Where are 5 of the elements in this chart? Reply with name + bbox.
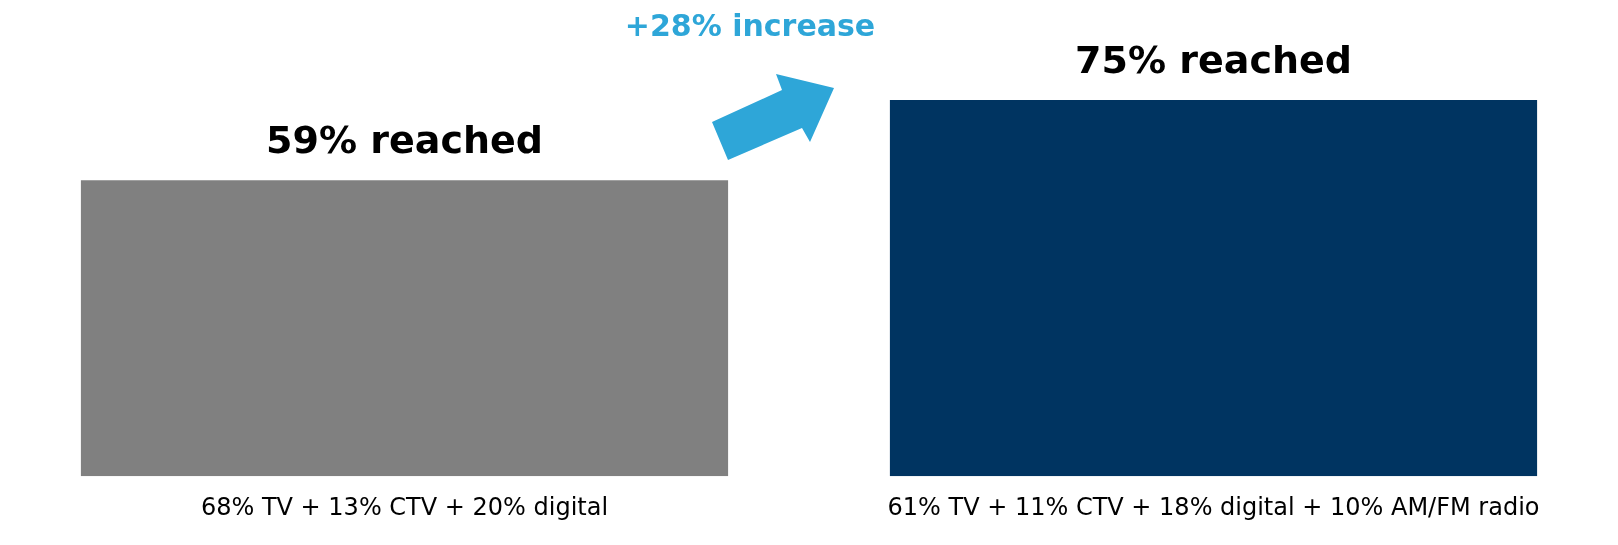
text: +28% increase xyxy=(623,8,877,43)
data-label: 75% reached xyxy=(1075,37,1352,82)
data-label: 59% reached xyxy=(266,118,543,163)
x-tick-label: 68% TV + 13% CTV + 20% digital xyxy=(200,492,609,521)
x-tick-label: 61% TV + 11% CTV + 18% digital + 10% AM/FM radio xyxy=(887,492,1540,521)
